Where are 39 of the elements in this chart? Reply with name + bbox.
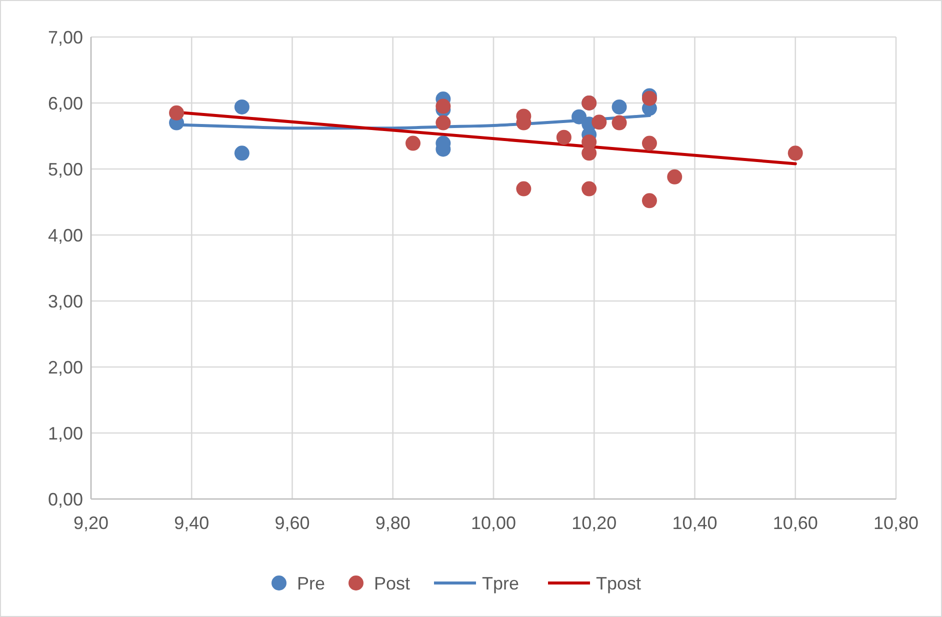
x-tick-label: 9,60 [274,513,310,533]
legend-label: Post [374,573,410,594]
point [592,114,607,130]
x-tick-label: 9,20 [73,513,109,533]
y-tick-label: 7,00 [48,27,83,48]
point [436,98,451,114]
point [516,181,532,196]
x-tick-label: 10,20 [572,513,617,533]
point [642,193,657,208]
y-tick-label: 4,00 [48,225,83,246]
x-tick-label: 10,00 [470,513,516,533]
x-tick-label: 10,80 [873,513,919,533]
y-tick-label: 2,00 [48,357,83,378]
legend-label: Pre [297,573,326,594]
point [234,99,250,114]
point [582,146,597,161]
x-tick-label: 9,40 [174,513,210,533]
y-tick-label: 5,00 [48,159,83,180]
legend-label: Tpost [596,573,642,594]
point [556,130,572,145]
x-tick-label: 10,40 [672,513,718,533]
point [572,109,587,124]
y-tick-label: 1,00 [48,423,83,444]
point [234,146,250,161]
point [642,136,657,151]
point [788,146,803,161]
point [406,136,420,151]
point [612,115,627,130]
point [667,169,682,184]
point [436,115,451,130]
x-tick-label: 10,60 [772,513,818,533]
y-tick-label: 6,00 [48,93,83,114]
point [612,99,627,114]
y-tick-label: 0,00 [48,489,83,510]
y-tick-label: 3,00 [48,291,83,312]
x-tick-label: 9,80 [375,513,410,533]
point [582,181,597,196]
point [169,105,184,120]
legend-label: Tpre [482,573,520,594]
